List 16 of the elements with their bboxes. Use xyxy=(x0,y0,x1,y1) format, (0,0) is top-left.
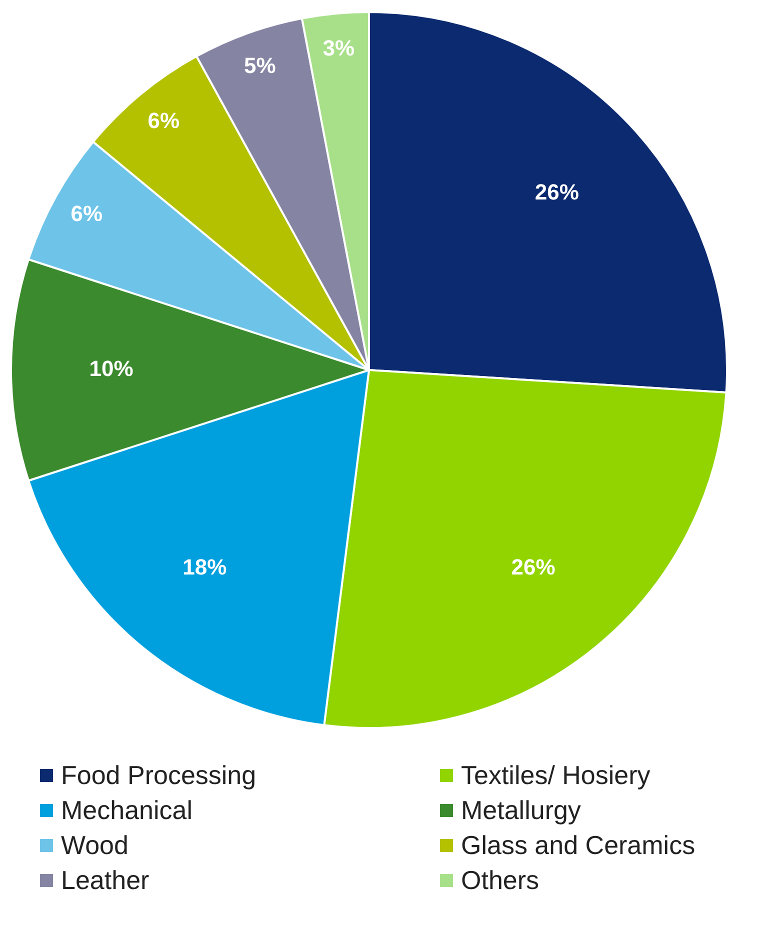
data-label: 26% xyxy=(511,554,556,580)
legend-label: Glass and Ceramics xyxy=(461,830,696,861)
data-label: 26% xyxy=(534,180,579,205)
data-label: 18% xyxy=(182,554,227,580)
data-label: 6% xyxy=(70,200,103,226)
data-label: 6% xyxy=(148,108,180,133)
legend-label: Metallurgy xyxy=(461,795,581,826)
legend-label: Mechanical xyxy=(61,795,193,826)
data-label: 5% xyxy=(244,52,276,78)
legend-label: Wood xyxy=(61,830,128,861)
legend-label: Textiles/ Hosiery xyxy=(461,760,650,791)
data-label: 3% xyxy=(322,35,355,60)
legend-label: Leather xyxy=(61,865,150,896)
data-label: 10% xyxy=(89,356,134,382)
legend-label: Food Processing xyxy=(61,760,256,791)
legend-label: Others xyxy=(461,865,540,896)
